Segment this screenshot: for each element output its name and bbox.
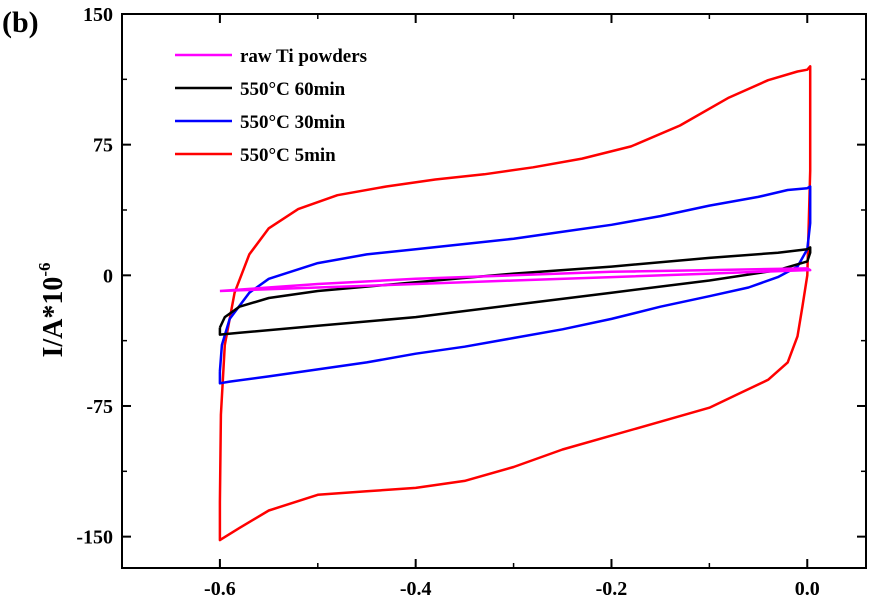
series-line <box>218 246 812 336</box>
series-line <box>218 65 812 542</box>
y-axis-title-main: I/A*10 <box>38 277 69 358</box>
y-axis-title-exponent: -6 <box>35 262 54 276</box>
legend-label: raw Ti powders <box>240 46 367 67</box>
plot-lines <box>218 65 812 542</box>
legend-label: 550°C 5min <box>240 145 336 166</box>
legend-label: 550°C 60min <box>240 79 346 100</box>
x-tick-label: -0.6 <box>204 578 236 600</box>
legend: raw Ti powders 550°C 60min 550°C 30min 550°… <box>175 46 367 166</box>
y-tick-label: -150 <box>76 527 113 549</box>
svg-text:I/A*10-6: I/A*10-6 <box>35 262 69 357</box>
y-axis-title: I/A*10-6 <box>35 262 69 357</box>
y-tick-label: 75 <box>93 135 113 157</box>
plot-frame <box>121 13 867 569</box>
x-tick-label: -0.2 <box>596 578 628 600</box>
y-tick-label: 150 <box>83 4 113 26</box>
y-tick-label: 0 <box>103 265 113 287</box>
series-line <box>218 185 812 385</box>
series-line <box>219 267 812 293</box>
y-tick-label: -75 <box>86 396 113 418</box>
legend-label: 550°C 30min <box>240 112 346 133</box>
x-tick-label: -0.4 <box>400 578 432 600</box>
x-tick-label: 0.0 <box>795 578 820 600</box>
axes-ticks: -0.6 -0.4 -0.2 0.0 -150 -75 0 75 150 <box>76 4 866 600</box>
panel-label: (b) <box>2 6 39 39</box>
